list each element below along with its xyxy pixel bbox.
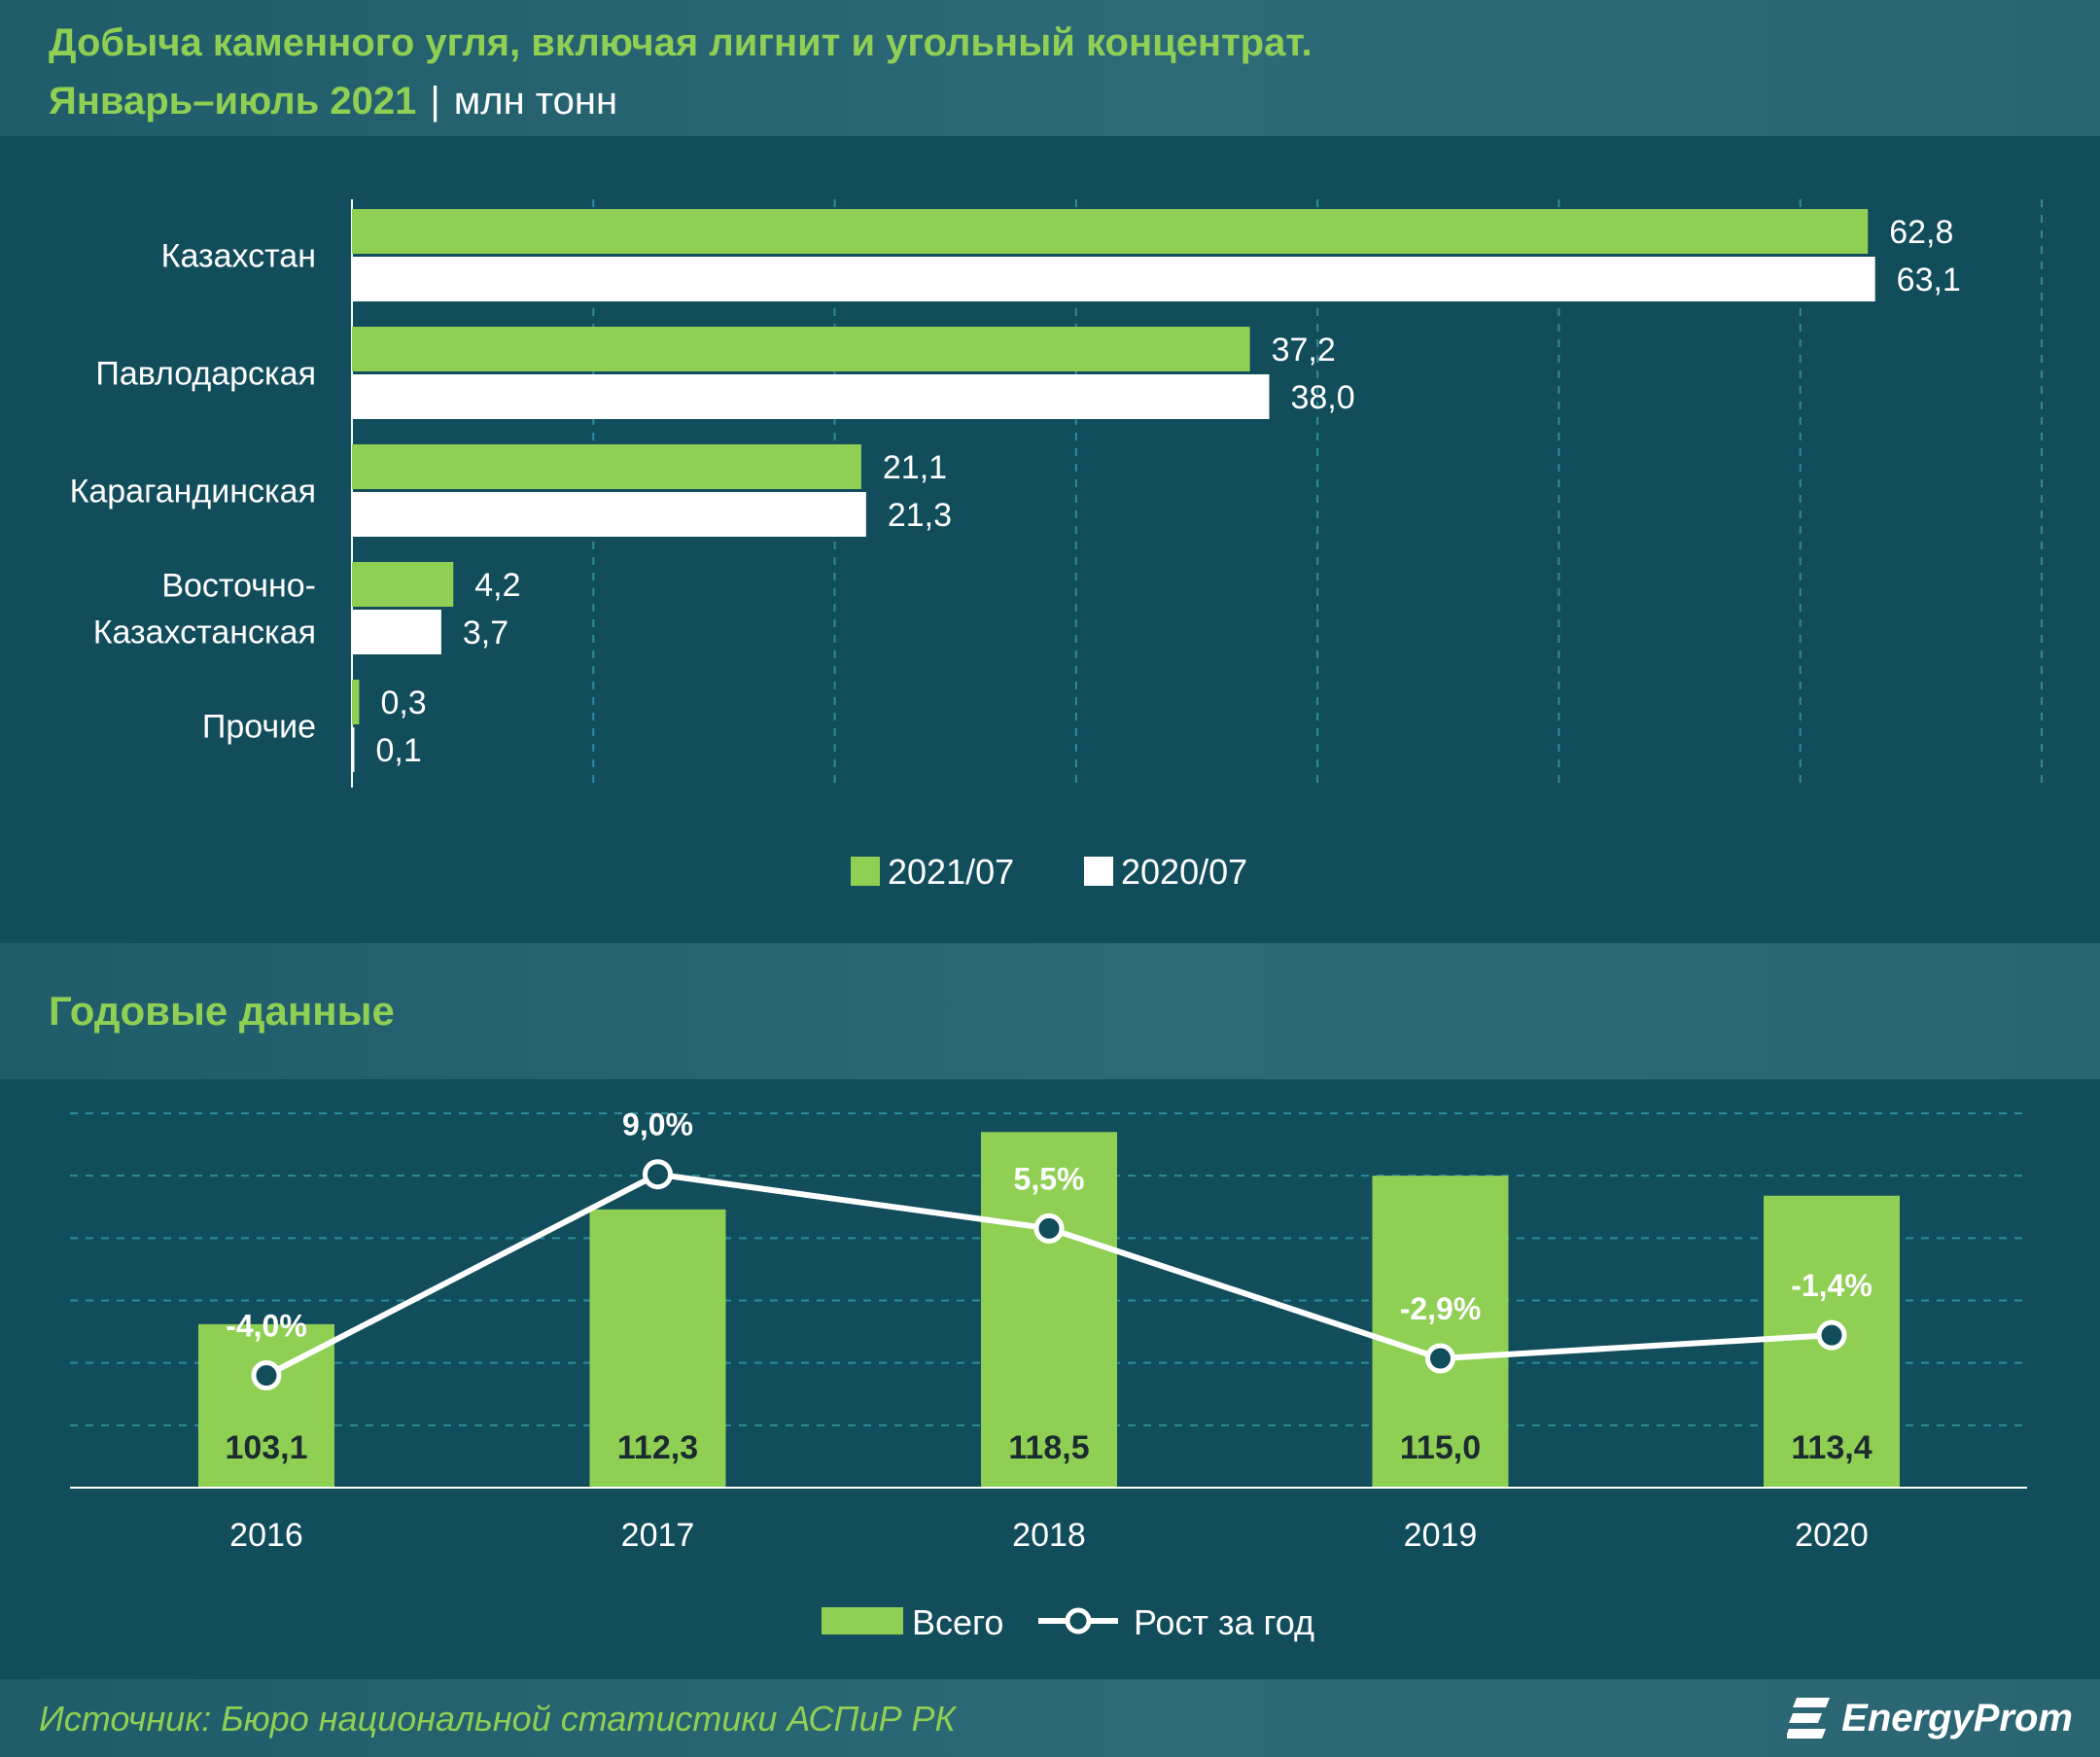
legend-swatch-2021-07 — [851, 857, 880, 886]
bar-2020-07 — [352, 727, 355, 772]
bar-2020-07 — [352, 257, 1875, 301]
bar-value-label: 21,1 — [883, 449, 947, 486]
bar-value-label: 118,5 — [1008, 1429, 1089, 1466]
growth-value-label: -1,4% — [1791, 1268, 1872, 1303]
bar-value-label: 112,3 — [617, 1429, 698, 1466]
energyprom-logo: EnergyProm — [1787, 1693, 2073, 1743]
x-tick-label: 2018 — [1012, 1517, 1086, 1554]
growth-point — [1425, 1343, 1455, 1374]
growth-point — [251, 1360, 282, 1391]
category-label: Казахстан — [161, 238, 316, 275]
annual-combo-chart: 103,1 2016 112,3 2017 118,5 2018 115,0 2019 113,… — [70, 1107, 2027, 1642]
growth-value-label: -4,0% — [226, 1309, 307, 1344]
bar-value-label: 38,0 — [1290, 379, 1354, 416]
category-label: Восточно- — [161, 568, 316, 605]
regional-bar-chart: 62,8 63,1 Казахстан 37,2 38,0 Павлодарская 21,… — [70, 199, 2043, 892]
bar-value-label: 21,3 — [888, 497, 952, 534]
bar-2020-07 — [352, 374, 1270, 419]
source-note: Источник: Бюро национальной статистики А… — [39, 1699, 956, 1739]
x-tick-label: 2019 — [1404, 1517, 1478, 1554]
x-tick-label: 2020 — [1795, 1517, 1869, 1554]
bar-value-label: 4,2 — [474, 567, 520, 604]
bar-2020-07 — [352, 610, 441, 654]
category-label: Прочие — [202, 709, 316, 746]
bar-value-label: 37,2 — [1272, 332, 1336, 369]
bar-value-label: 0,3 — [380, 685, 426, 721]
bar-value-label: 62,8 — [1889, 214, 1953, 251]
annual-section-title: Годовые данные — [49, 988, 395, 1034]
annual-section-band: Годовые данные — [0, 943, 2100, 1079]
bar-2020-07 — [352, 492, 866, 537]
bar-value-label: 103,1 — [225, 1429, 307, 1466]
unit-label: млн тонн — [453, 80, 618, 123]
bar-value-label: 63,1 — [1897, 262, 1961, 299]
logo-text: EnergyProm — [1841, 1696, 2073, 1739]
legend-label: Всего — [912, 1602, 1003, 1642]
chart-subtitle: Январь–июль 2021 | млн тонн — [49, 80, 617, 123]
legend-swatch-total — [822, 1607, 903, 1634]
bar-total — [1372, 1176, 1509, 1488]
legend-label: 2021/07 — [888, 852, 1014, 892]
energyprom-logo-icon — [1787, 1698, 1831, 1739]
growth-point — [643, 1159, 673, 1190]
growth-value-label: 5,5% — [1014, 1161, 1085, 1196]
category-label: Казахстанская — [93, 615, 316, 651]
bar-value-label: 115,0 — [1400, 1429, 1481, 1466]
bar-2021-07 — [352, 444, 861, 489]
growth-value-label: -2,9% — [1400, 1291, 1482, 1326]
legend-label: 2020/07 — [1121, 852, 1247, 892]
bar-total — [589, 1209, 726, 1488]
category-label: Павлодарская — [95, 356, 316, 393]
legend-swatch-2020-07 — [1084, 857, 1113, 886]
growth-point — [1033, 1212, 1065, 1244]
bar-value-label: 0,1 — [375, 732, 421, 769]
x-tick-label: 2017 — [621, 1517, 695, 1554]
category-label: Карагандинская — [70, 474, 316, 510]
x-tick-label: 2016 — [229, 1517, 303, 1554]
legend-label: Рост за год — [1134, 1602, 1314, 1642]
growth-point — [1816, 1319, 1847, 1351]
bar-total — [981, 1132, 1117, 1488]
header-band: Добыча каменного угля, включая лигнит и … — [0, 0, 2100, 136]
title-separator: | — [430, 80, 440, 123]
growth-value-label: 9,0% — [622, 1107, 693, 1142]
bar-2021-07 — [352, 562, 454, 607]
bar-2021-07 — [352, 327, 1250, 371]
bar-2021-07 — [352, 209, 1869, 254]
bar-value-label: 3,7 — [463, 615, 508, 651]
period-label: Январь–июль 2021 — [49, 80, 417, 123]
legend-swatch-growth-point — [1065, 1607, 1092, 1634]
bar-value-label: 113,4 — [1791, 1429, 1872, 1466]
footer-band: Источник: Бюро национальной статистики А… — [0, 1679, 2100, 1757]
bar-2021-07 — [352, 680, 360, 724]
chart-title: Добыча каменного угля, включая лигнит и … — [49, 21, 1312, 64]
